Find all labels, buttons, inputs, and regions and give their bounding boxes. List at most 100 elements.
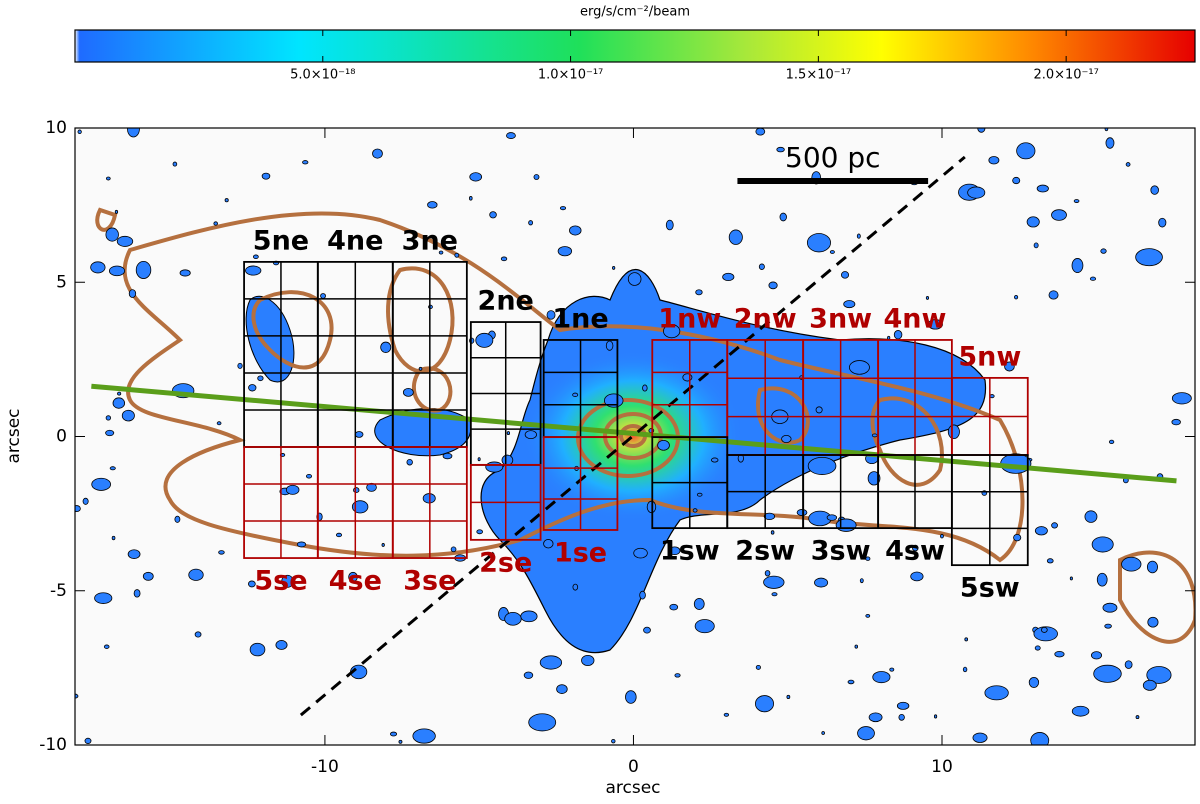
- emission-speck: [252, 254, 259, 260]
- emission-speck: [1073, 199, 1080, 203]
- emission-speck: [933, 714, 938, 719]
- emission-speck: [898, 713, 905, 721]
- emission-speck: [912, 544, 919, 552]
- emission-speck: [105, 415, 112, 421]
- region-label: 1sw: [660, 536, 720, 567]
- emission-speck: [779, 212, 787, 222]
- emission-speck: [216, 421, 222, 426]
- emission-speck: [893, 330, 903, 340]
- emission-speck: [450, 546, 457, 553]
- emission-speck: [848, 360, 870, 375]
- emission-speck: [128, 289, 137, 298]
- emission-speck: [539, 655, 563, 670]
- emission-speck: [1146, 560, 1158, 574]
- region-label: 1se: [554, 537, 607, 568]
- emission-speck: [127, 128, 140, 138]
- emission-speck: [889, 667, 895, 672]
- y-tick-label: -5: [50, 581, 67, 601]
- emission-speck: [872, 671, 891, 684]
- emission-speck: [1069, 576, 1073, 581]
- emission-speck: [296, 541, 307, 548]
- emission-speck: [572, 392, 579, 397]
- region-label: 2nw: [734, 303, 797, 334]
- emission-speck: [135, 261, 152, 279]
- emission-speck: [710, 457, 719, 463]
- emission-speck: [528, 220, 534, 226]
- emission-speck: [320, 293, 326, 299]
- y-tick-label: 0: [56, 427, 67, 447]
- emission-speck: [475, 332, 494, 348]
- emission-speck: [116, 235, 134, 247]
- emission-speck: [237, 362, 243, 369]
- emission-speck: [142, 571, 154, 581]
- emission-speck: [372, 148, 383, 159]
- emission-speck: [245, 265, 262, 276]
- emission-speck: [1135, 248, 1163, 267]
- region-label: 5se: [254, 566, 307, 597]
- region-label: 5sw: [960, 573, 1020, 604]
- emission-speck: [1124, 660, 1133, 669]
- emission-speck: [335, 532, 343, 538]
- x-tick-label: 0: [628, 757, 639, 777]
- emission-speck: [927, 319, 943, 330]
- emission-speck: [1034, 526, 1048, 536]
- emission-speck: [1014, 294, 1019, 300]
- emission-speck: [728, 229, 743, 245]
- emission-speck: [285, 484, 300, 495]
- emission-speck: [763, 575, 785, 589]
- emission-speck: [1084, 510, 1098, 523]
- emission-speck: [854, 644, 858, 649]
- region-box: [542, 436, 619, 531]
- emission-speck: [947, 424, 960, 440]
- emission-speck: [105, 176, 111, 181]
- emission-speck: [1033, 242, 1039, 249]
- emission-speck: [406, 459, 413, 466]
- emission-speck: [771, 592, 778, 597]
- emission-speck: [1105, 137, 1115, 149]
- emission-speck: [179, 269, 191, 277]
- emission-speck: [821, 731, 825, 735]
- emission-speck: [559, 206, 567, 211]
- emission-speck: [1100, 248, 1107, 254]
- emission-speck: [381, 543, 385, 547]
- emission-speck: [781, 434, 792, 444]
- emission-speck: [302, 160, 309, 165]
- emission-speck: [843, 300, 856, 309]
- emission-speck: [477, 457, 481, 462]
- emission-speck: [856, 233, 861, 239]
- emission-speck: [112, 397, 126, 409]
- emission-speck: [643, 626, 651, 634]
- emission-speck: [964, 637, 969, 642]
- emission-speck: [694, 619, 715, 634]
- emission-speck: [859, 578, 864, 584]
- emission-speck: [442, 452, 453, 460]
- emission-speck: [84, 737, 92, 744]
- emission-speck: [1135, 715, 1140, 720]
- emission-speck: [612, 265, 616, 270]
- emission-speck: [972, 732, 988, 743]
- emission-speck: [105, 227, 119, 242]
- emission-speck: [1048, 290, 1059, 300]
- emission-speck: [1090, 651, 1103, 660]
- emission-map: [75, 128, 1195, 745]
- emission-speck: [1091, 536, 1114, 553]
- emission-speck: [806, 233, 831, 253]
- emission-speck: [438, 250, 444, 255]
- region: [950, 454, 1029, 567]
- emission-speck: [523, 671, 534, 679]
- emission-speck: [693, 597, 705, 610]
- emission-speck: [94, 592, 113, 604]
- emission-speck: [543, 539, 554, 549]
- emission-speck: [764, 570, 771, 577]
- emission-speck: [427, 201, 438, 209]
- emission-speck: [722, 272, 735, 282]
- region-label: 4se: [329, 566, 382, 597]
- x-tick-label: -10: [311, 757, 339, 777]
- emission-speck: [476, 529, 483, 535]
- emission-speck: [1016, 142, 1036, 160]
- emission-speck: [504, 611, 522, 626]
- emission-speck: [109, 466, 116, 471]
- emission-speck: [768, 281, 778, 290]
- emission-speck: [1051, 522, 1058, 529]
- x-axis-label: arcsec: [605, 778, 660, 798]
